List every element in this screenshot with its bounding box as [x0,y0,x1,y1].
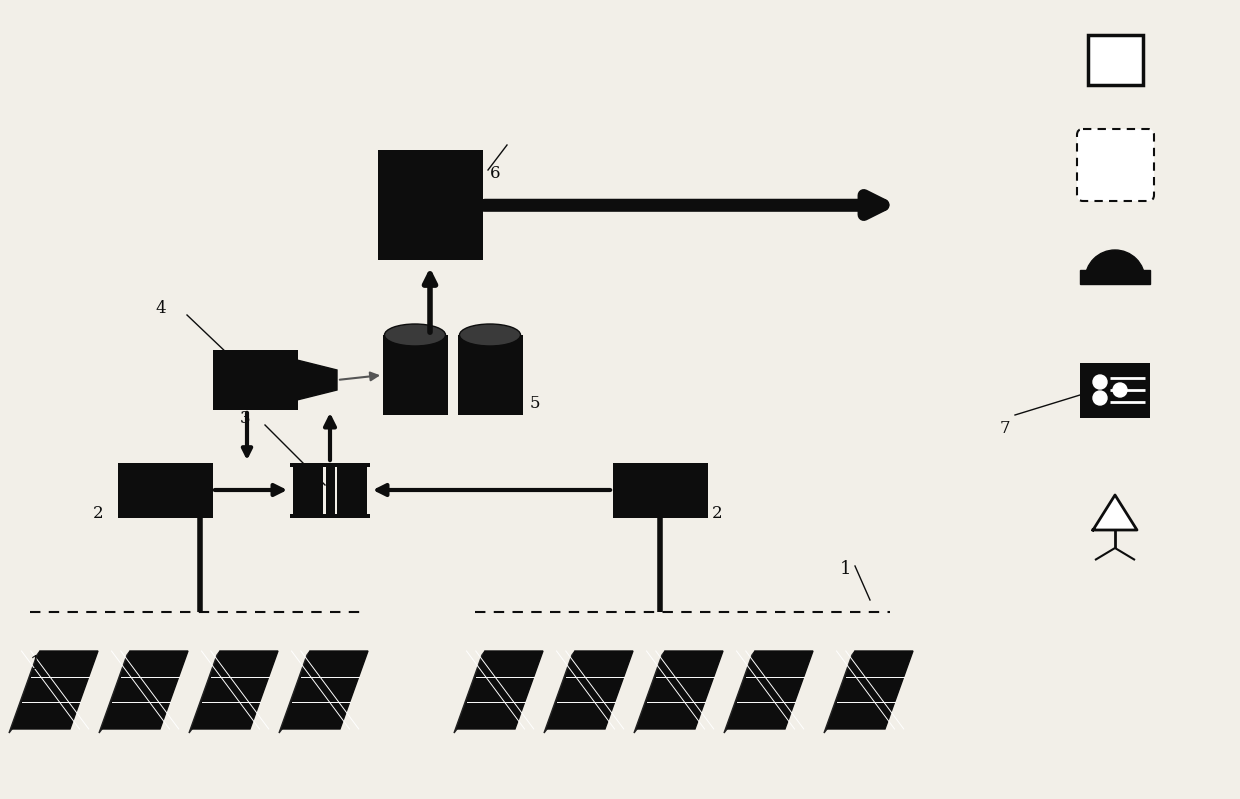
Text: 6: 6 [490,165,501,182]
Bar [118,463,212,518]
Circle shape [1092,375,1107,389]
Bar [1080,270,1149,284]
Polygon shape [727,651,813,729]
Circle shape [1092,391,1107,405]
Bar [613,463,708,518]
Text: 5: 5 [529,395,541,412]
Text: 2: 2 [93,505,104,522]
Polygon shape [99,651,130,733]
Polygon shape [281,651,368,729]
Bar [290,463,370,518]
Text: 1: 1 [30,655,41,673]
Polygon shape [724,651,755,733]
Circle shape [1114,383,1127,397]
Text: 1: 1 [839,560,852,578]
Ellipse shape [384,324,445,346]
Polygon shape [9,651,40,733]
Bar [1087,35,1143,85]
Polygon shape [188,651,219,733]
FancyBboxPatch shape [1078,129,1154,201]
Polygon shape [12,651,98,729]
Wedge shape [1085,250,1145,280]
Bar [337,466,367,515]
Polygon shape [544,651,575,733]
Polygon shape [454,651,485,733]
Bar [212,350,298,410]
Text: 3: 3 [241,410,250,427]
Polygon shape [637,651,723,729]
Polygon shape [102,651,188,729]
Polygon shape [825,651,856,733]
Bar [382,335,448,415]
Polygon shape [547,651,632,729]
Bar [335,467,372,514]
Polygon shape [192,651,278,729]
Polygon shape [298,360,337,400]
Bar [293,466,322,515]
Polygon shape [634,651,665,733]
Polygon shape [1092,495,1137,530]
Polygon shape [279,651,310,733]
Text: 2: 2 [712,505,723,522]
Polygon shape [827,651,913,729]
Bar [377,150,482,260]
Text: 4: 4 [155,300,166,317]
Bar [1080,363,1149,418]
Polygon shape [458,651,543,729]
Bar [458,335,522,415]
Text: 7: 7 [999,420,1011,437]
Bar [289,467,325,514]
Ellipse shape [460,324,521,346]
